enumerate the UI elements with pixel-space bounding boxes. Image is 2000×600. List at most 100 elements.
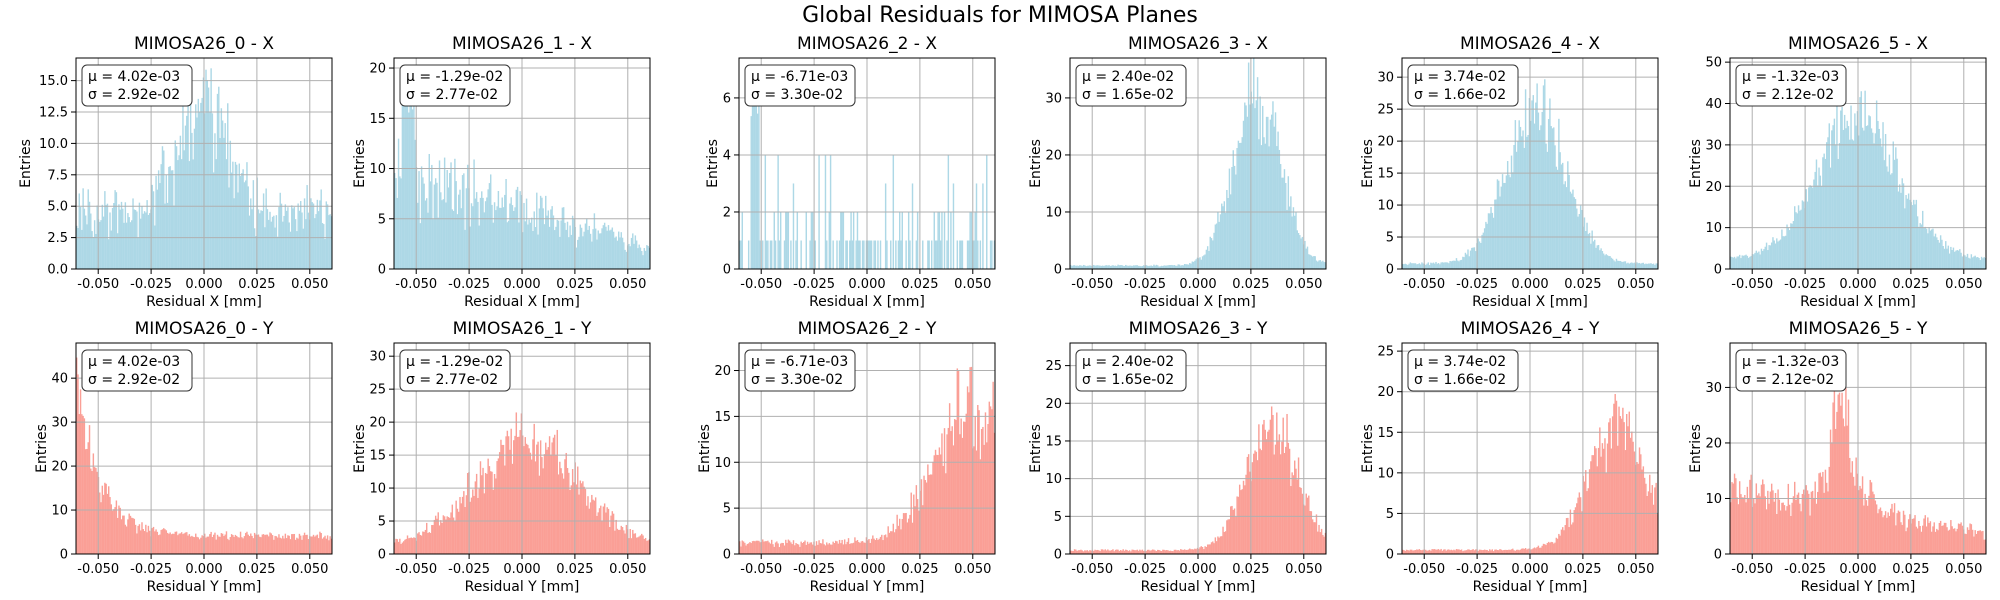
histogram-bar	[1504, 549, 1506, 554]
histogram-bar	[1128, 550, 1131, 554]
histogram-bar	[1884, 134, 1887, 269]
histogram-bar	[441, 522, 443, 554]
histogram-bar	[1581, 511, 1583, 554]
histogram-bar	[463, 173, 465, 269]
histogram-bar	[1756, 252, 1759, 269]
histogram-bar	[1105, 265, 1108, 269]
histogram-bar	[886, 537, 888, 554]
histogram-bar	[782, 543, 784, 554]
histogram-bar	[137, 525, 139, 554]
histogram-bar	[1255, 451, 1258, 554]
histogram-bar	[1187, 549, 1190, 554]
histogram-bar	[583, 231, 585, 269]
histogram-bar	[1304, 240, 1306, 269]
histogram-bar	[541, 457, 543, 554]
histogram-bar	[1823, 153, 1825, 269]
histogram-bar	[1629, 437, 1632, 554]
histogram-bar	[609, 527, 611, 554]
histogram-bar	[163, 150, 165, 269]
histogram-bar	[914, 506, 916, 554]
histogram-bar	[1078, 550, 1081, 554]
histogram-bar	[282, 221, 284, 269]
y-tick-label: 0	[1386, 263, 1394, 278]
histogram-bar	[1872, 491, 1874, 554]
histogram-bar	[1638, 447, 1641, 554]
histogram-bar	[1485, 221, 1487, 269]
histogram-bar	[1072, 265, 1074, 269]
histogram-bar	[427, 212, 429, 269]
stat-sigma: σ = 2.77e-02	[406, 372, 498, 388]
histogram-bar	[1141, 265, 1144, 269]
histogram-bar	[1437, 263, 1440, 269]
histogram-bar	[420, 535, 423, 554]
histogram-bar	[924, 480, 927, 554]
histogram-bar	[906, 522, 909, 554]
histogram-bar	[612, 513, 615, 554]
histogram-bar	[248, 215, 251, 269]
histogram-bar	[1553, 543, 1555, 554]
histogram-bar	[1136, 549, 1138, 554]
histogram-bar	[1849, 139, 1851, 269]
histogram-bar	[1251, 462, 1254, 554]
histogram-bar	[1905, 194, 1907, 269]
histogram-bar	[1882, 517, 1884, 554]
histogram-bar	[198, 539, 201, 554]
histogram-bar	[510, 197, 512, 269]
histogram-bar	[315, 214, 317, 269]
histogram-bar	[1730, 256, 1732, 269]
x-tick-label: 0.050	[954, 277, 991, 292]
histogram-bar	[952, 445, 955, 554]
histogram-bar	[1086, 550, 1089, 554]
histogram-bar	[1965, 256, 1967, 269]
histogram-bar	[538, 475, 541, 554]
histogram-bar	[1523, 147, 1526, 269]
histogram-bar	[1472, 549, 1474, 554]
histogram-bar	[1540, 547, 1542, 554]
histogram-bar	[223, 536, 225, 554]
histogram-bar	[1892, 141, 1894, 269]
histogram-bar	[1878, 128, 1880, 269]
histogram-bar	[524, 221, 526, 269]
histogram-bar	[620, 525, 622, 554]
histogram-bar	[134, 524, 137, 554]
histogram-bar	[1404, 263, 1406, 269]
histogram-bar	[1264, 429, 1266, 554]
histogram-bar	[625, 524, 628, 554]
histogram-bar	[774, 240, 777, 269]
histogram-bar	[1834, 428, 1837, 554]
histogram-bar	[618, 231, 620, 269]
histogram-bar	[257, 209, 260, 269]
histogram-bar	[307, 212, 310, 269]
histogram-bar	[843, 539, 846, 554]
histogram-bar	[470, 497, 473, 554]
histogram-bar	[1410, 263, 1413, 269]
histogram-bar	[1440, 548, 1442, 554]
histogram-bar	[1407, 550, 1409, 554]
histogram-bar	[1295, 212, 1297, 269]
histogram-bar	[1506, 161, 1509, 269]
histogram-bar	[1767, 250, 1769, 269]
histogram-bar	[1208, 544, 1210, 554]
histogram-bar	[931, 240, 933, 269]
histogram-bar	[474, 481, 477, 554]
histogram-bar	[1781, 502, 1783, 554]
histogram-bar	[1610, 448, 1613, 554]
histogram-bar	[458, 511, 460, 554]
histogram-bar	[849, 240, 851, 269]
stat-mean: μ = -6.71e-03	[751, 354, 848, 370]
histogram-bar	[522, 232, 524, 269]
histogram-bar	[1633, 262, 1636, 269]
histogram-bar	[408, 112, 410, 270]
histogram-bar	[647, 245, 649, 269]
histogram-bar	[991, 240, 993, 269]
histogram-bar	[1107, 265, 1109, 269]
histogram-bar	[1503, 550, 1505, 554]
histogram-bar	[1471, 549, 1473, 554]
histogram-bar	[794, 545, 796, 554]
histogram-bar	[1425, 549, 1427, 554]
histogram-bar	[510, 428, 512, 554]
histogram-bar	[1137, 550, 1140, 554]
histogram-bar	[1305, 493, 1307, 554]
y-tick-label: 25	[1377, 103, 1394, 118]
histogram-bar	[1300, 238, 1302, 269]
